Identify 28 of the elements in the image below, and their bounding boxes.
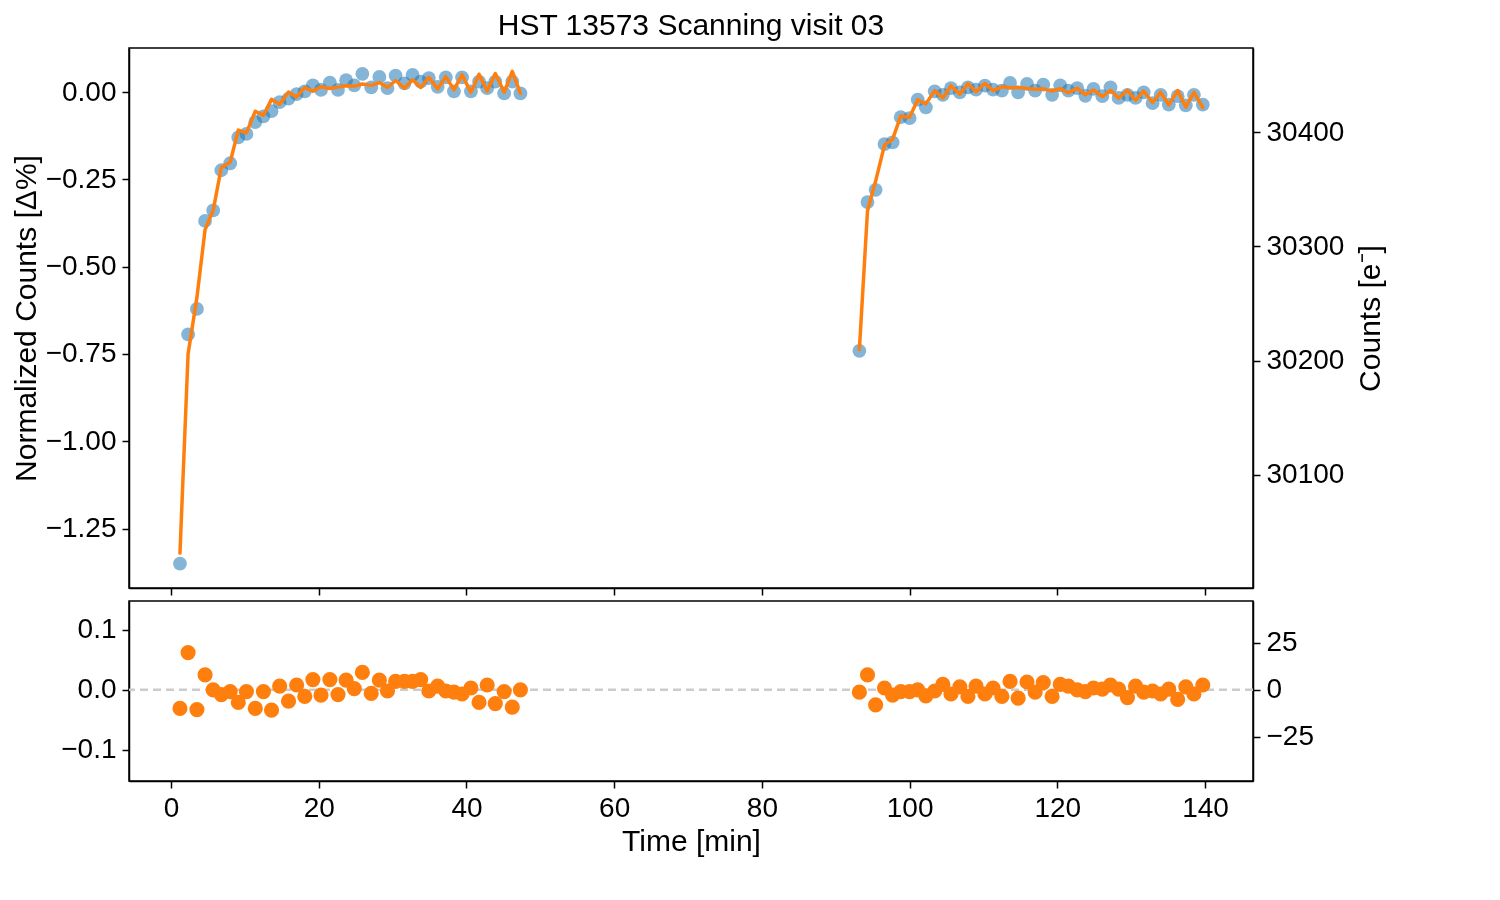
y2-tick-label: 0 [1266,673,1283,705]
y-tick-label: −0.50 [45,250,117,282]
x-tick-label: 120 [1034,791,1082,823]
x-tick-label: 100 [886,791,934,823]
y2-tick-label: 30100 [1266,458,1345,490]
y-tick-label: 0.1 [77,613,117,645]
x-tick-label: 80 [746,791,778,823]
y-tick-label: −0.75 [45,337,117,369]
y-tick-label: 0.00 [62,75,117,107]
x-axis-title: Time [min] [622,823,761,857]
x-tick-label: 0 [163,791,180,823]
y-tick-label: −1.25 [45,512,117,544]
x-tick-label: 20 [303,791,335,823]
y2-tick-label: 30400 [1266,115,1345,147]
y-tick-label: −1.00 [45,424,117,456]
y2-tick-label: 25 [1266,626,1298,658]
y2-tick-label: −25 [1266,720,1314,752]
y2-axis-title: Counts [e⁻] [1353,245,1387,392]
y-tick-label: −0.1 [61,733,117,765]
x-tick-label: 140 [1182,791,1229,823]
y2-tick-label: 30300 [1266,229,1345,261]
y-tick-label: 0.0 [77,673,117,705]
y2-tick-label: 30200 [1266,344,1345,376]
y-axis-title: Normalized Counts [Δ%] [8,155,42,482]
x-tick-label: 40 [451,791,483,823]
y-tick-label: −0.25 [45,162,117,194]
chart-title: HST 13573 Scanning visit 03 [497,8,885,42]
x-tick-label: 60 [599,791,631,823]
